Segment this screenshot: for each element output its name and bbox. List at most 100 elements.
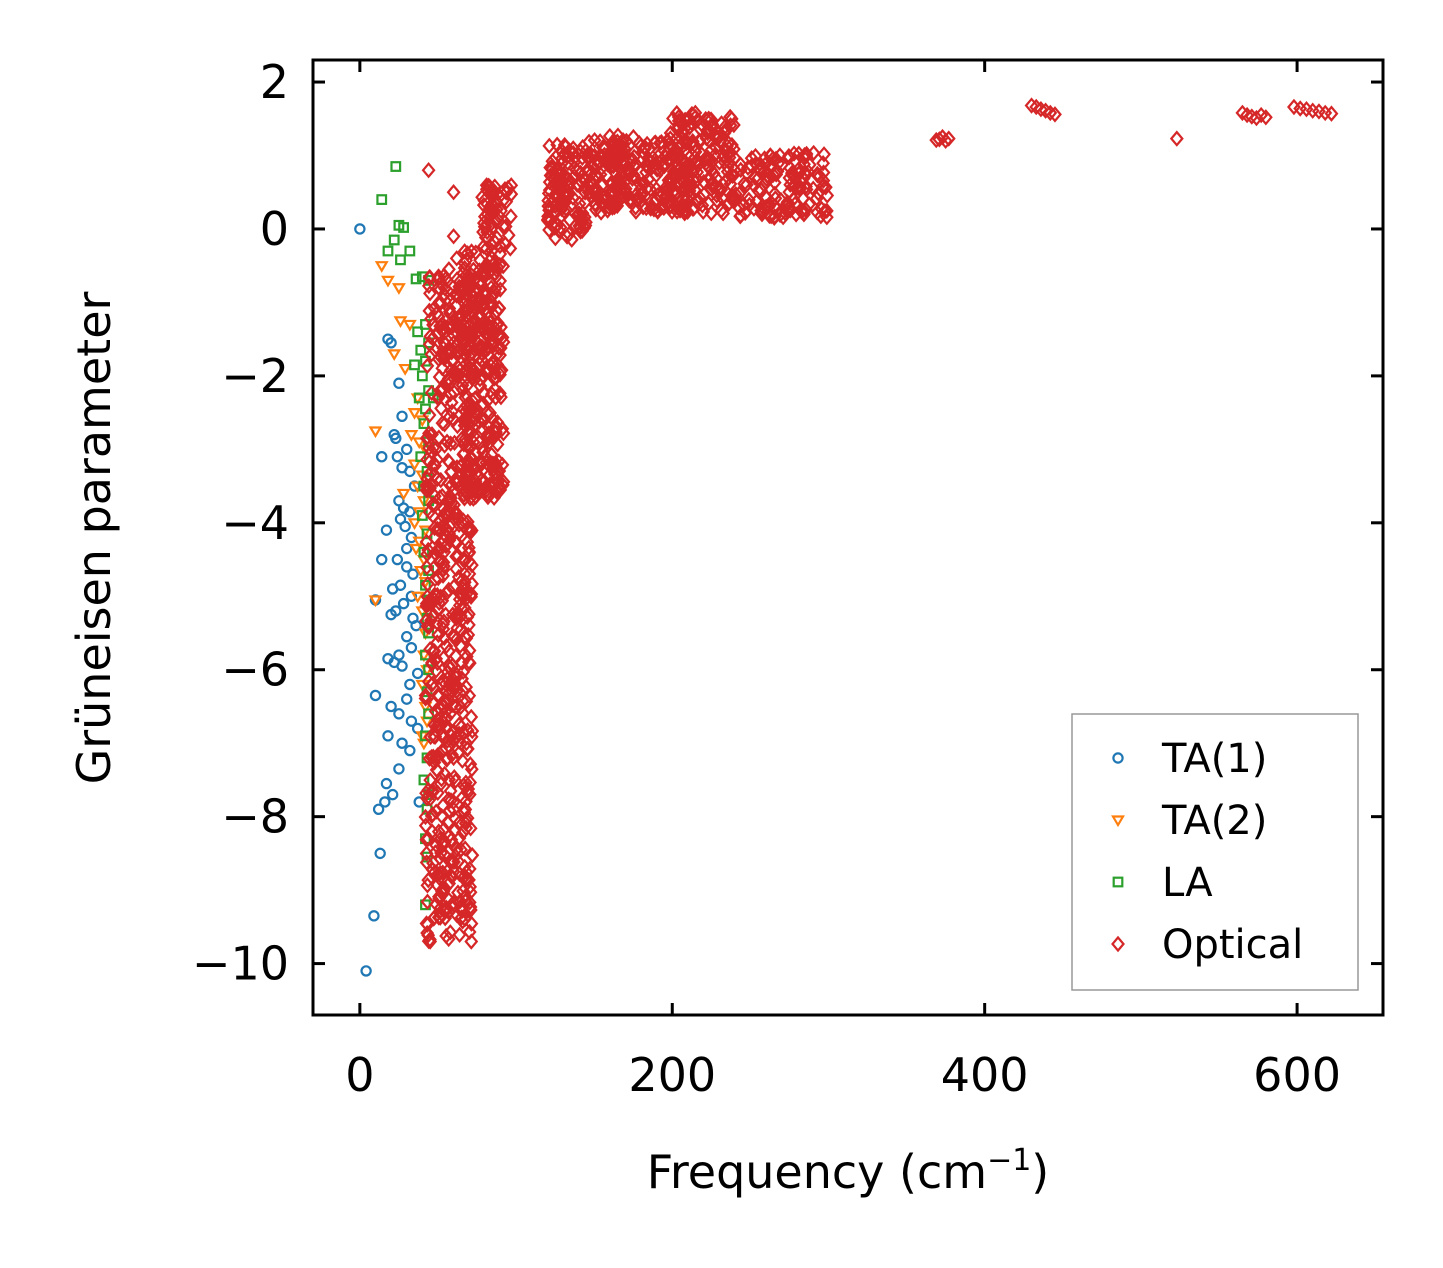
data-point (723, 144, 738, 161)
data-point (626, 152, 641, 169)
data-point (488, 213, 503, 230)
data-point (421, 871, 436, 889)
legend-marker (1112, 752, 1124, 764)
data-point (461, 626, 476, 644)
data-point (470, 467, 485, 485)
data-point (568, 217, 583, 235)
data-point (354, 223, 366, 235)
data-point (582, 133, 596, 150)
data-point (407, 568, 419, 580)
data-point (448, 647, 463, 665)
data-point (426, 643, 441, 660)
data-point (450, 620, 465, 637)
data-point (418, 817, 433, 834)
data-point (433, 864, 448, 882)
data-point (446, 863, 461, 880)
data-point (430, 471, 445, 488)
data-point (456, 265, 470, 282)
data-point (424, 346, 439, 363)
legend-frame (1071, 713, 1359, 991)
data-point (476, 367, 491, 385)
data-point (425, 806, 440, 823)
data-point (401, 443, 413, 456)
data-point (426, 507, 440, 525)
data-point (428, 588, 443, 605)
data-point (437, 416, 452, 433)
data-point (676, 181, 691, 199)
data-point (449, 669, 464, 686)
data-point (427, 392, 439, 404)
data-point (465, 847, 480, 864)
data-point (760, 167, 775, 184)
legend-item: LA (1112, 860, 1213, 906)
data-point (439, 927, 454, 945)
data-point (461, 606, 476, 623)
data-point (420, 877, 435, 894)
data-point (485, 181, 499, 199)
data-point (426, 855, 441, 872)
data-point (432, 716, 447, 733)
data-point (582, 184, 597, 201)
data-point (436, 500, 451, 518)
data-point (439, 637, 454, 655)
data-point (446, 228, 461, 245)
data-point (401, 630, 413, 643)
data-point (596, 196, 611, 213)
data-marks (354, 97, 1339, 977)
data-point (442, 643, 456, 660)
data-point (774, 156, 789, 173)
data-point (402, 319, 417, 332)
data-point (442, 303, 457, 320)
data-point (466, 272, 481, 289)
data-point (421, 541, 436, 559)
data-point (593, 148, 608, 165)
data-point (399, 520, 411, 533)
data-point (379, 796, 391, 808)
data-point (386, 583, 399, 595)
data-point (941, 130, 956, 147)
data-point (439, 537, 453, 555)
x-tick-label: 0 (345, 1048, 374, 1102)
data-point (490, 259, 505, 276)
data-point (797, 146, 812, 164)
data-point (434, 535, 449, 553)
axis-ticks: 0 200 400 600 2 0 −2 −4 −6 −8 −10 (192, 55, 1383, 1102)
data-point (390, 161, 402, 172)
data-point (751, 182, 766, 200)
data-point (449, 504, 464, 522)
data-point (682, 182, 697, 200)
legend-label: TA(2) (1161, 798, 1267, 844)
data-point (410, 273, 422, 285)
y-tick-label: −10 (192, 937, 289, 991)
data-point (492, 299, 506, 317)
data-point (724, 110, 739, 128)
data-point (396, 737, 408, 749)
data-point (485, 330, 499, 348)
data-point (455, 515, 470, 532)
data-point (560, 228, 575, 245)
y-tick-label: −4 (221, 496, 289, 550)
data-point (475, 440, 490, 457)
data-point (490, 414, 505, 431)
data-point (464, 585, 479, 603)
data-point (407, 518, 422, 530)
data-point (482, 317, 496, 334)
data-point (653, 162, 668, 179)
data-point (463, 448, 478, 466)
data-point (727, 188, 742, 206)
data-point (444, 394, 459, 411)
data-point (554, 150, 569, 167)
data-point (728, 185, 743, 203)
data-point (727, 161, 742, 179)
data-point (385, 700, 397, 713)
data-point (616, 168, 631, 186)
legend-item: TA(2) (1111, 798, 1267, 844)
data-point (431, 570, 446, 587)
data-point (704, 180, 719, 198)
data-point (466, 298, 481, 316)
data-point (412, 437, 427, 450)
data-point (444, 476, 459, 494)
data-point (463, 520, 478, 537)
data-point (542, 221, 557, 239)
data-point (476, 196, 491, 214)
